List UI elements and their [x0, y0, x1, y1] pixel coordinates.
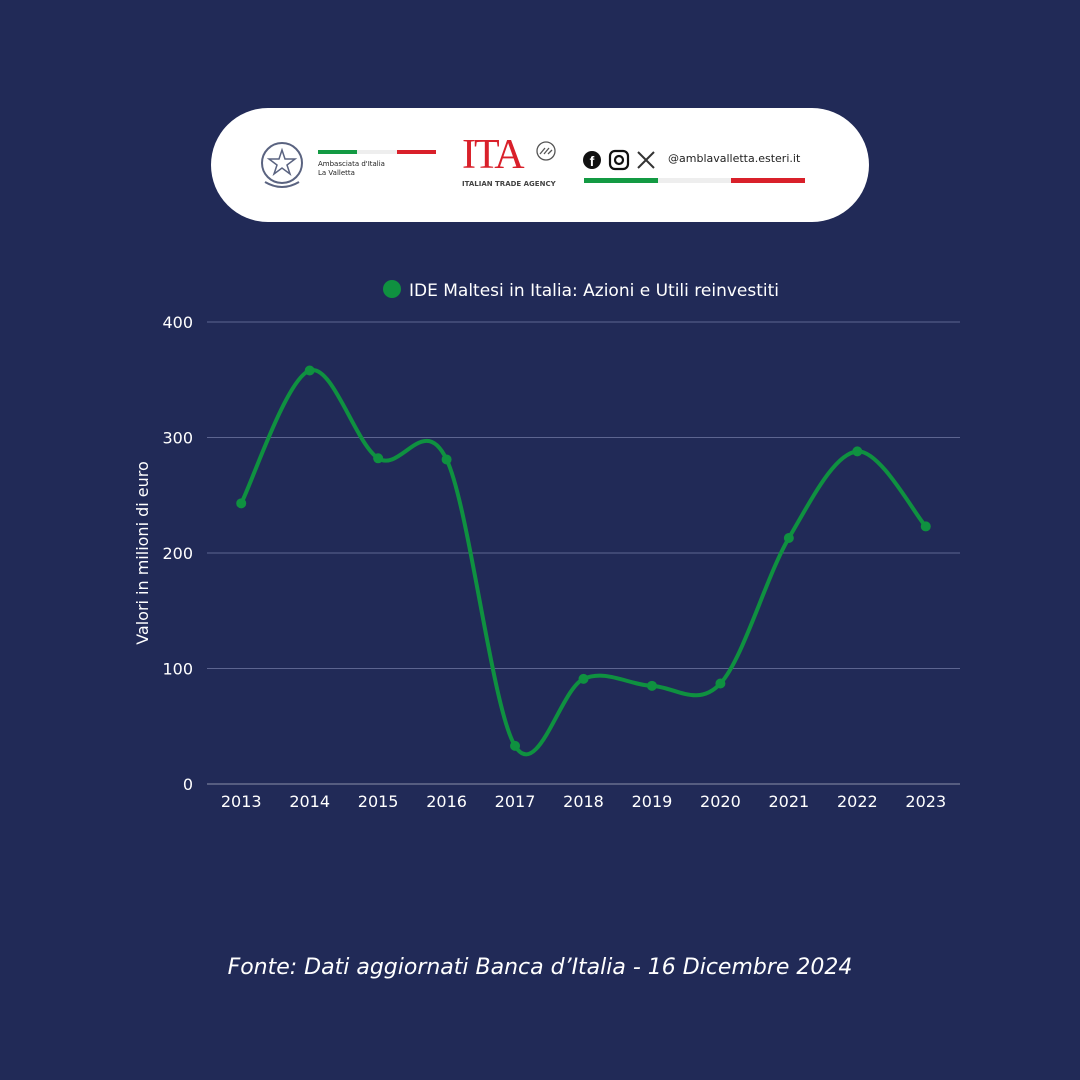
x-tick-label: 2023	[905, 792, 946, 811]
ita-logo: ITA	[462, 132, 525, 178]
flag-stripe-2	[584, 178, 806, 183]
instagram-icon[interactable]	[608, 149, 630, 171]
y-tick-label: 100	[162, 660, 193, 679]
data-point	[304, 365, 315, 376]
data-point	[783, 532, 794, 543]
facebook-icon[interactable]: f	[583, 151, 601, 169]
x-icon[interactable]	[637, 151, 655, 169]
y-tick-label: 200	[162, 544, 193, 563]
x-tick-label: 2021	[769, 792, 810, 811]
series-line	[239, 368, 928, 757]
x-tick-label: 2022	[837, 792, 878, 811]
svg-text:f: f	[590, 153, 595, 169]
embassy-name: Ambasciata d'Italia La Valletta	[318, 160, 385, 178]
y-tick-label: 300	[162, 429, 193, 448]
x-tick-label: 2019	[632, 792, 673, 811]
x-tick-label: 2015	[358, 792, 399, 811]
x-tick-label: 2013	[221, 792, 262, 811]
legend-label: IDE Maltesi in Italia: Azioni e Utili re…	[409, 281, 779, 301]
y-tick-label: 400	[162, 313, 193, 332]
data-point	[920, 521, 931, 532]
flag-stripe	[318, 150, 436, 154]
embassy-line1: Ambasciata d'Italia	[318, 160, 385, 168]
header-banner: Ambasciata d'Italia La Valletta ITA ITAL…	[211, 108, 869, 222]
data-point	[510, 740, 521, 751]
data-point	[646, 680, 657, 691]
x-tick-label: 2020	[700, 792, 741, 811]
legend-marker	[383, 280, 401, 298]
italian-emblem-icon	[261, 142, 303, 188]
y-tick-label: 0	[183, 775, 193, 794]
social-handle[interactable]: @amblavalletta.esteri.it	[668, 152, 801, 165]
x-tick-label: 2018	[563, 792, 604, 811]
ita-subtitle: ITALIAN TRADE AGENCY	[462, 180, 556, 188]
data-point	[373, 453, 384, 464]
y-axis-label: Valori in milioni di euro	[133, 461, 152, 645]
ita-mark-icon	[536, 141, 556, 161]
data-point	[715, 678, 726, 689]
data-point	[441, 454, 452, 465]
x-tick-label: 2016	[426, 792, 467, 811]
data-point	[578, 673, 589, 684]
data-point	[236, 498, 247, 509]
data-point	[852, 446, 863, 457]
x-tick-label: 2017	[495, 792, 536, 811]
embassy-line2: La Valletta	[318, 169, 355, 177]
source-note: Fonte: Dati aggiornati Banca d’Italia - …	[227, 955, 853, 980]
x-tick-label: 2014	[289, 792, 330, 811]
